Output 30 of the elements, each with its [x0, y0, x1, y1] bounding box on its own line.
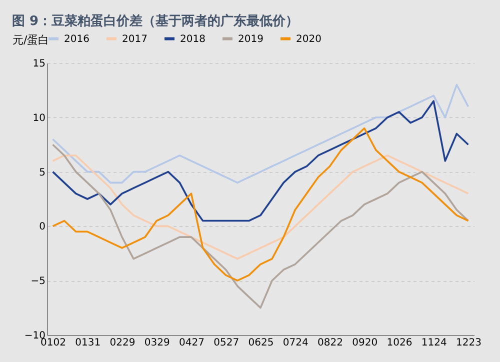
y-tick-label: −5	[30, 276, 46, 288]
y-tick-label: 0	[39, 222, 46, 233]
line-series	[52, 154, 470, 260]
legend-label: 2018	[180, 34, 206, 45]
chart-title: 图 9：豆菜粕蛋白价差（基于两者的广东最低价）	[12, 13, 299, 29]
x-tick-label: 0920	[352, 338, 378, 348]
x-tick-label: 0229	[110, 338, 136, 348]
legend-label: 2019	[238, 34, 264, 45]
line-series	[52, 127, 470, 282]
x-tick-label: 0131	[75, 338, 101, 348]
y-tick-label: 15	[32, 58, 46, 70]
x-tick-label: 1026	[386, 338, 412, 348]
x-tick-label: 0329	[144, 338, 170, 348]
line-series	[52, 84, 470, 184]
line-series	[52, 144, 470, 309]
x-tick-label: 0427	[179, 338, 204, 348]
x-tick-label: 0102	[40, 338, 66, 348]
legend-label: 2017	[122, 34, 148, 45]
y-tick-label: 5	[39, 167, 46, 178]
y-axis-title: 元/蛋白	[12, 34, 50, 46]
x-tick-label: 1124	[421, 338, 447, 348]
legend-label: 2020	[296, 34, 322, 45]
x-tick-label: 0527	[214, 338, 240, 348]
y-tick-label: 10	[32, 112, 46, 124]
x-tick-label: 0625	[248, 338, 274, 348]
x-tick-label: 1223	[456, 338, 482, 348]
x-tick-label: 0822	[318, 338, 343, 348]
x-tick-label: 0724	[282, 338, 308, 348]
line-series	[52, 100, 470, 222]
legend-label: 2016	[64, 34, 90, 45]
